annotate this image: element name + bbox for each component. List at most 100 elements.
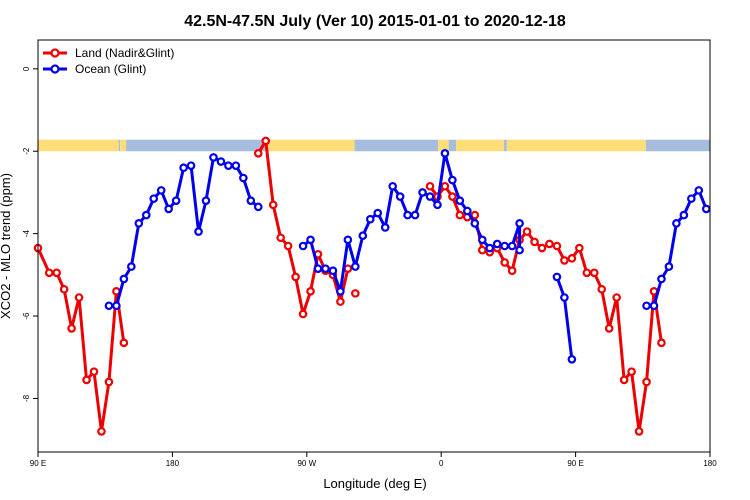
land-data-point	[530, 237, 539, 247]
ocean-data-point	[470, 219, 480, 228]
legend-land-marker	[50, 48, 60, 58]
y-tick-label: -8	[22, 394, 31, 402]
ocean-data-point	[515, 219, 524, 228]
land-data-point	[261, 136, 271, 146]
ocean-data-point	[672, 219, 681, 228]
land-data-point	[634, 427, 644, 436]
strip-ocean-segment	[503, 139, 507, 152]
land-data-point	[537, 243, 547, 253]
x-tick-label: 90 E	[567, 459, 583, 468]
ocean-data-point	[328, 266, 338, 276]
land-data-point	[343, 264, 353, 273]
legend-land-label: Land (Nadir&Glint)	[75, 46, 174, 60]
ocean-data-point	[410, 210, 420, 220]
land-data-point	[477, 245, 487, 255]
strip-land-segment	[438, 139, 449, 152]
land-data-point	[582, 268, 592, 278]
strip-ocean-segment	[126, 139, 265, 152]
strip-ocean-segment	[645, 139, 710, 152]
ocean-data-point	[104, 301, 114, 311]
ocean-data-point	[358, 231, 368, 241]
land-data-point	[522, 227, 532, 236]
ocean-data-point	[351, 262, 360, 271]
land-series-line	[256, 139, 350, 316]
ocean-data-point	[418, 188, 427, 197]
ocean-data-point	[321, 264, 330, 273]
land-data-point	[268, 200, 278, 210]
land-series-line	[428, 184, 663, 433]
x-axis-label: Longitude (deg E)	[323, 476, 426, 491]
land-data-point	[604, 324, 614, 333]
y-tick-label: -2	[22, 147, 31, 155]
plot-frame	[37, 39, 711, 453]
ocean-data-point	[657, 274, 666, 284]
land-data-point	[619, 375, 629, 385]
ocean-data-point	[425, 192, 435, 201]
land-data-point	[306, 287, 315, 296]
land-data-point	[470, 210, 480, 220]
land-data-point	[589, 268, 599, 278]
ocean-data-point	[336, 287, 345, 296]
ocean-data-point	[119, 274, 129, 284]
land-data-point	[642, 377, 651, 387]
land-data-point	[448, 192, 457, 201]
strip-ocean-segment	[448, 139, 457, 152]
ocean-data-point	[687, 194, 696, 203]
land-data-point	[552, 241, 562, 251]
land-data-point	[67, 324, 76, 333]
legend: Land (Nadir&Glint) Ocean (Glint)	[43, 46, 174, 76]
legend-ocean-label: Ocean (Glint)	[75, 62, 146, 76]
ocean-data-point	[201, 196, 211, 205]
ocean-data-point	[388, 181, 397, 191]
ocean-data-point	[664, 262, 674, 271]
ocean-data-point	[552, 272, 562, 282]
y-tick-label: -4	[22, 230, 31, 238]
chart-title: 42.5N-47.5N July (Ver 10) 2015-01-01 to …	[184, 13, 566, 30]
land-data-point	[567, 254, 577, 263]
series-layer	[33, 136, 711, 436]
land-data-point	[298, 309, 308, 319]
ocean-data-point	[455, 196, 465, 205]
strip-ocean-segment	[354, 139, 439, 152]
land-data-point	[59, 284, 69, 294]
ocean-series-line	[555, 276, 574, 360]
land-data-point	[82, 375, 91, 385]
ocean-data-point	[164, 204, 173, 214]
land-data-point	[575, 243, 584, 253]
ocean-data-point	[463, 206, 472, 216]
ocean-data-point	[500, 241, 509, 251]
land-data-point	[253, 149, 263, 158]
ocean-data-point	[560, 293, 569, 302]
land-data-point	[44, 268, 54, 278]
x-tick-label: 90 W	[297, 459, 316, 468]
ocean-data-point	[179, 163, 188, 173]
land-data-point	[336, 297, 345, 306]
land-data-point	[52, 268, 61, 278]
land-data-point	[455, 210, 465, 220]
land-data-point	[612, 293, 621, 302]
ocean-data-point	[298, 241, 308, 251]
x-tick-label: 180	[703, 459, 717, 468]
ocean-data-point	[246, 196, 256, 205]
ocean-data-point	[515, 245, 524, 255]
y-axis: 0 -2 -4 -6 -8	[22, 66, 38, 402]
ocean-data-point	[642, 301, 651, 311]
land-data-point	[507, 266, 517, 276]
land-data-point	[597, 284, 607, 294]
ocean-data-point	[134, 219, 144, 228]
x-tick-label: 0	[439, 459, 444, 468]
land-data-point	[89, 367, 99, 376]
ocean-data-point	[216, 157, 226, 166]
ocean-data-point	[171, 196, 181, 205]
ocean-data-point	[224, 161, 233, 170]
ocean-data-point	[343, 235, 353, 245]
land-data-point	[545, 239, 554, 249]
ocean-data-point	[507, 241, 517, 251]
land-data-point	[283, 241, 293, 251]
ocean-data-point	[403, 210, 412, 220]
ocean-data-point	[194, 227, 203, 236]
ocean-data-point	[186, 161, 196, 170]
ocean-data-point	[253, 202, 263, 212]
ocean-series-line	[108, 155, 260, 308]
ocean-data-point	[156, 186, 166, 195]
